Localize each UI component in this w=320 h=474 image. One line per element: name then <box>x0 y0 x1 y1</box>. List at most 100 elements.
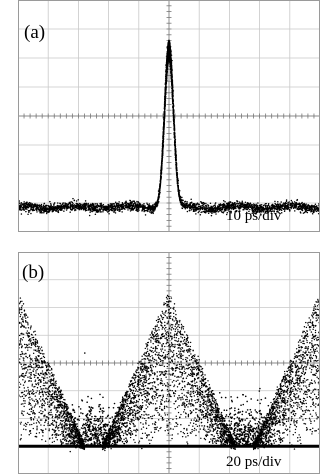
trace-point <box>244 201 247 203</box>
trace-point <box>118 201 120 203</box>
trace-point <box>143 202 145 205</box>
peak-point <box>170 70 172 72</box>
trace-point <box>65 209 68 211</box>
peak-point <box>171 74 173 76</box>
trace-point <box>18 376 21 378</box>
trace-point <box>66 437 69 439</box>
trace-point <box>21 332 23 334</box>
trace-point <box>243 207 245 209</box>
trace-point <box>41 206 43 208</box>
trace-point <box>267 204 270 207</box>
trace-point <box>147 210 149 213</box>
trace-point <box>135 209 137 211</box>
trace-point <box>264 208 266 210</box>
peak-point <box>171 89 174 92</box>
peak-point <box>179 200 182 202</box>
trace-point <box>51 209 53 211</box>
trace-point <box>59 411 61 413</box>
trace-point <box>193 208 196 210</box>
trace-point <box>265 202 267 205</box>
trace-point <box>29 341 31 343</box>
trace-point <box>130 201 133 203</box>
trace-point <box>178 190 181 192</box>
trace-point <box>49 207 51 210</box>
trace-point <box>224 206 227 208</box>
peak-point <box>171 87 174 90</box>
trace-point <box>280 209 283 211</box>
peak-point <box>180 202 183 205</box>
peak-point <box>158 191 161 193</box>
trace-point <box>193 204 196 207</box>
trace-point <box>35 372 37 374</box>
trace-point <box>213 210 216 213</box>
trace-point <box>94 205 97 207</box>
trace-point <box>108 213 110 215</box>
trace-point <box>277 211 280 213</box>
peak-point <box>161 143 164 146</box>
trace-point <box>105 209 108 211</box>
trace-point <box>77 203 80 205</box>
peak-point <box>175 156 177 159</box>
trace-point <box>237 206 239 208</box>
trace-point <box>45 212 48 215</box>
trace-point <box>23 390 26 392</box>
trace-point <box>82 204 84 207</box>
trace-point <box>201 208 204 210</box>
peak-point <box>158 193 160 195</box>
trace-point <box>87 205 90 208</box>
trace-point <box>44 373 47 375</box>
trace-point <box>35 208 37 211</box>
peak-point <box>160 167 163 170</box>
trace-point <box>43 353 45 355</box>
trace-point <box>136 204 139 207</box>
trace-point <box>57 211 59 213</box>
trace-point <box>25 343 27 346</box>
trace-point <box>257 206 260 209</box>
trace-point <box>39 385 42 388</box>
peak-point <box>159 180 162 183</box>
trace-point <box>302 203 305 206</box>
trace-point <box>264 210 266 212</box>
peak-point <box>179 198 181 200</box>
trace-point <box>280 212 283 214</box>
trace-point <box>26 201 28 204</box>
trace-point <box>284 204 287 207</box>
trace-point <box>24 380 26 382</box>
trace-point <box>287 201 289 204</box>
trace-point <box>315 210 318 213</box>
trace-point <box>56 389 59 391</box>
trace-point <box>211 212 213 215</box>
peak-point <box>172 108 175 111</box>
trace-point <box>69 420 72 422</box>
trace-point <box>55 409 57 411</box>
trace-point <box>222 205 224 207</box>
trace-point <box>49 384 52 387</box>
trace-point <box>61 203 64 206</box>
trace-point <box>50 367 53 370</box>
trace-point <box>224 201 226 203</box>
trace-point <box>35 374 37 377</box>
trace-point <box>253 203 255 205</box>
trace-point <box>37 382 39 384</box>
trace-point <box>56 408 58 410</box>
peak-point <box>167 58 169 60</box>
trace-point <box>26 335 29 337</box>
trace-point <box>114 212 117 214</box>
trace-point <box>73 199 76 202</box>
trace-point <box>231 202 233 204</box>
peak-point <box>170 61 172 64</box>
trace-point <box>274 207 276 209</box>
trace-point <box>207 212 210 214</box>
trace-point <box>53 382 55 384</box>
trace-point <box>25 428 27 431</box>
trace-point <box>49 209 51 212</box>
trace-point <box>300 203 302 205</box>
trace-point <box>23 405 25 408</box>
trace-point <box>45 210 48 212</box>
trace-point <box>38 391 41 394</box>
trace-point <box>76 202 78 205</box>
trace-point <box>89 211 91 213</box>
trace-point <box>315 208 318 210</box>
trace-point <box>193 202 196 205</box>
scope-panel-b: (b) 20 ps/div <box>18 252 320 474</box>
